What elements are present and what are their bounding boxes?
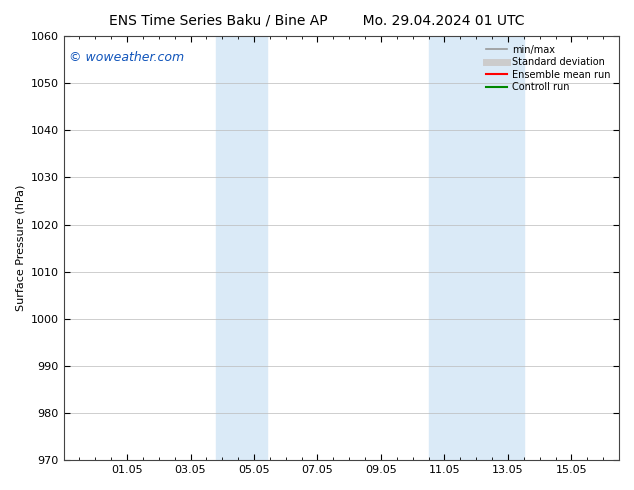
Legend: min/max, Standard deviation, Ensemble mean run, Controll run: min/max, Standard deviation, Ensemble me… (482, 41, 614, 96)
Bar (216, 36, 267, 460)
Bar (429, 36, 524, 460)
Text: ENS Time Series Baku / Bine AP        Mo. 29.04.2024 01 UTC: ENS Time Series Baku / Bine AP Mo. 29.04… (109, 13, 525, 27)
Y-axis label: Surface Pressure (hPa): Surface Pressure (hPa) (15, 185, 25, 311)
Text: © woweather.com: © woweather.com (69, 51, 184, 64)
